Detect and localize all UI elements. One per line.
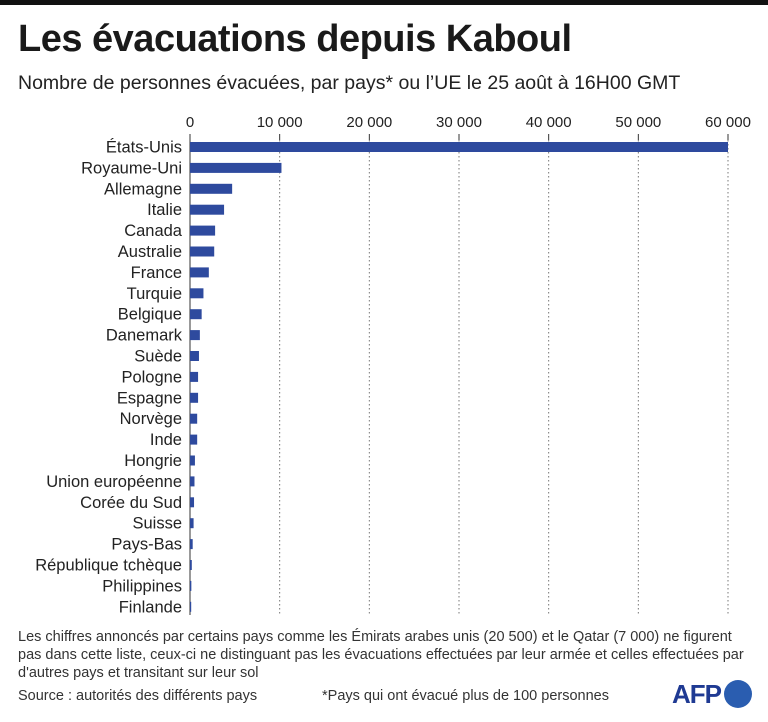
bar bbox=[190, 476, 195, 487]
bar bbox=[190, 288, 204, 299]
x-tick-label: 20 000 bbox=[346, 114, 392, 131]
category-label: Suède bbox=[134, 348, 182, 366]
bar bbox=[190, 539, 193, 550]
category-label: Italie bbox=[147, 201, 182, 219]
bar bbox=[190, 204, 225, 215]
bar bbox=[190, 560, 192, 570]
category-label: Union européenne bbox=[46, 473, 182, 491]
bar bbox=[190, 246, 215, 257]
afp-logo-dot-icon bbox=[724, 680, 752, 708]
x-tick-label: 30 000 bbox=[436, 114, 482, 131]
chart-title: Les évacuations depuis Kaboul bbox=[18, 18, 572, 60]
chart-note: Les chiffres annoncés par certains pays … bbox=[18, 629, 744, 681]
x-tick-label: 60 000 bbox=[705, 114, 751, 131]
category-label: République tchèque bbox=[35, 557, 182, 575]
top-rule bbox=[0, 0, 768, 5]
category-label: Pays-Bas bbox=[111, 536, 182, 554]
bar bbox=[190, 392, 199, 403]
category-label: Inde bbox=[150, 431, 182, 449]
source-text: Source : autorités des différents pays bbox=[18, 688, 258, 704]
category-label: Finlande bbox=[119, 598, 182, 616]
category-label: Turquie bbox=[127, 285, 182, 303]
category-label: Canada bbox=[124, 222, 183, 240]
bar bbox=[190, 455, 195, 466]
x-tick-label: 10 000 bbox=[257, 114, 303, 131]
afp-logo: AFP bbox=[672, 676, 752, 712]
bar bbox=[190, 183, 233, 194]
x-tick-label: 40 000 bbox=[526, 114, 572, 131]
bar bbox=[190, 225, 216, 236]
category-label: Espagne bbox=[117, 389, 182, 407]
x-tick-label: 0 bbox=[186, 114, 194, 131]
category-label: Danemark bbox=[106, 327, 183, 345]
category-label: France bbox=[131, 264, 182, 282]
bar-chart: 0 10 000 20 000 30 000 40 000 50 000 60 000 Éta… bbox=[35, 114, 751, 616]
bar bbox=[190, 434, 198, 445]
category-label: Royaume-Uni bbox=[81, 159, 182, 177]
bar bbox=[190, 413, 198, 424]
category-label: Suisse bbox=[132, 515, 182, 533]
category-label: Norvège bbox=[120, 410, 182, 428]
bar bbox=[190, 330, 200, 341]
bar bbox=[190, 601, 192, 612]
afp-logo-text: AFP bbox=[672, 678, 722, 709]
footnote-text: *Pays qui ont évacué plus de 100 personn… bbox=[322, 688, 609, 704]
bar bbox=[190, 142, 728, 152]
bar bbox=[190, 580, 192, 591]
category-label: Belgique bbox=[118, 306, 182, 324]
category-label: Philippines bbox=[102, 577, 182, 595]
bar bbox=[190, 371, 199, 382]
bar bbox=[190, 518, 194, 529]
bar bbox=[190, 267, 209, 278]
category-label: Hongrie bbox=[124, 452, 182, 470]
chart-subtitle: Nombre de personnes évacuées, par pays* … bbox=[18, 72, 681, 94]
category-label: États-Unis bbox=[106, 138, 182, 157]
bar bbox=[190, 309, 202, 320]
category-label: Pologne bbox=[121, 368, 182, 386]
category-label: Allemagne bbox=[104, 180, 182, 198]
category-label: Australie bbox=[118, 243, 182, 261]
x-tick-label: 50 000 bbox=[615, 114, 661, 131]
bar bbox=[190, 497, 195, 508]
bar bbox=[190, 162, 282, 173]
category-label: Corée du Sud bbox=[80, 494, 182, 512]
bar bbox=[190, 351, 199, 361]
